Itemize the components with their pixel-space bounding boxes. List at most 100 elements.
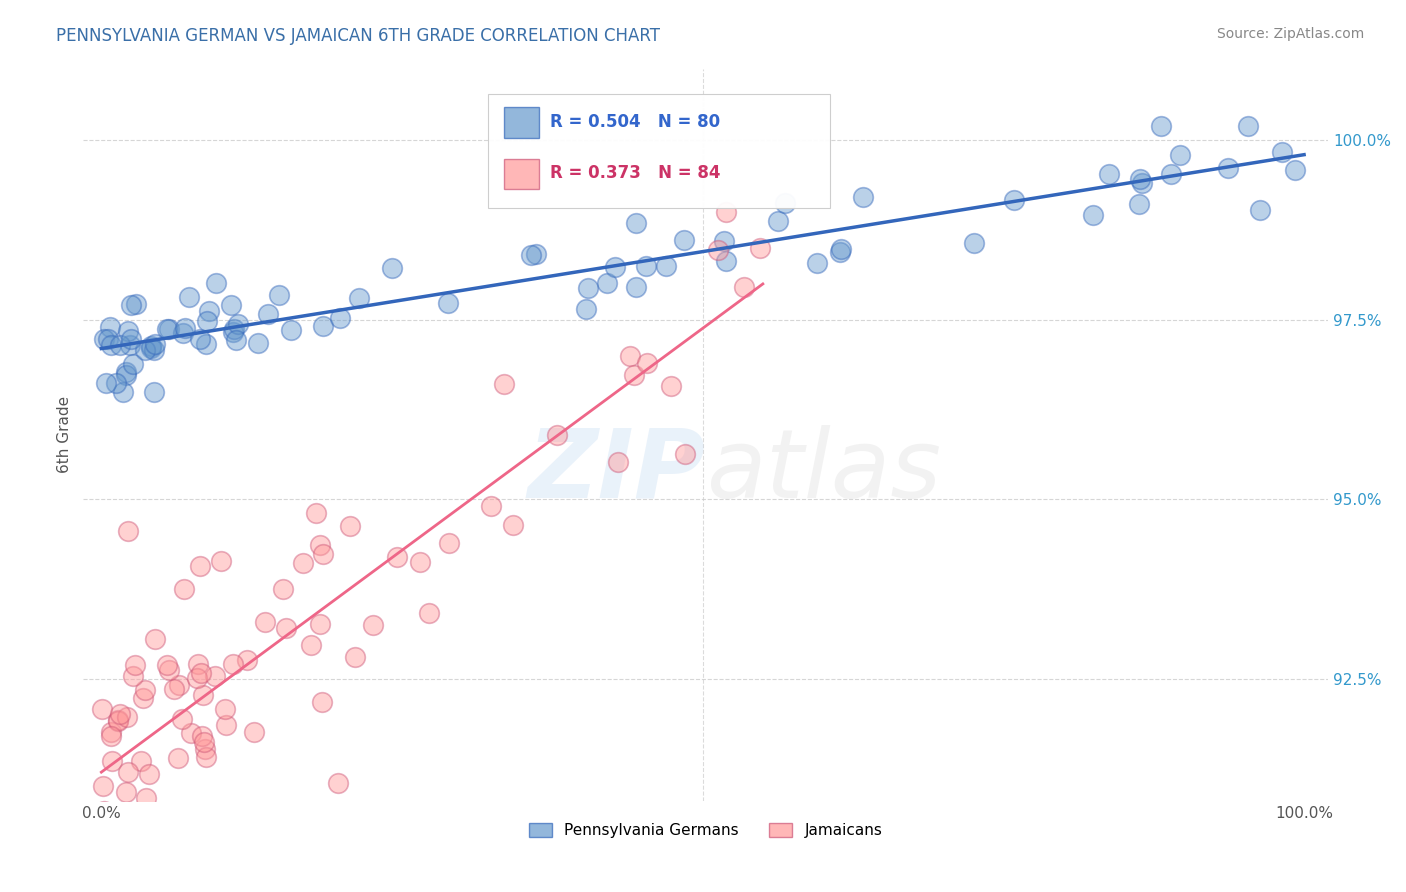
Point [304,506,326,520]
Point [343,649,366,664]
Point [172,712,194,726]
Point [195,749,218,764]
Point [409,555,432,569]
Point [100,725,122,739]
Point [329,311,352,326]
Point [91,702,114,716]
Point [141,339,163,353]
Point [107,714,129,728]
Point [502,517,524,532]
Point [117,709,139,723]
Point [124,657,146,672]
Point [214,702,236,716]
Point [253,615,276,629]
Point [222,657,245,671]
Point [120,332,142,346]
Point [157,322,180,336]
Point [122,357,145,371]
Point [173,582,195,597]
Point [273,582,295,596]
Point [1128,197,1150,211]
Point [733,279,755,293]
Point [1097,167,1119,181]
Point [1129,171,1152,186]
Point [222,322,245,336]
Point [309,538,332,552]
Point [188,559,211,574]
Point [773,196,796,211]
Point [225,333,247,347]
Legend: Pennsylvania Germans, Jamaicans: Pennsylvania Germans, Jamaicans [523,817,889,845]
Point [100,729,122,743]
Point [128,815,150,830]
Point [636,356,658,370]
Point [661,379,683,393]
Point [107,713,129,727]
Text: R = 0.373   N = 84: R = 0.373 N = 84 [550,164,721,182]
Point [120,338,142,352]
Point [339,519,361,533]
Text: ZIP: ZIP [527,425,706,518]
Point [607,455,630,469]
Text: atlas: atlas [706,425,941,518]
Point [1271,145,1294,159]
Point [93,804,115,818]
Point [96,376,118,391]
Point [194,742,217,756]
Point [312,318,335,333]
Point [93,332,115,346]
Point [90,805,112,820]
Point [188,332,211,346]
Text: R = 0.504   N = 80: R = 0.504 N = 80 [550,113,720,131]
Point [299,638,322,652]
Point [215,717,238,731]
Point [714,205,737,219]
Point [418,606,440,620]
Point [136,813,159,827]
Point [134,682,156,697]
Point [167,750,190,764]
Point [163,681,186,696]
Point [194,337,217,351]
Point [138,767,160,781]
Point [108,706,131,721]
Point [1218,161,1240,175]
Point [603,260,626,274]
Point [673,233,696,247]
Point [135,791,157,805]
Point [111,815,134,830]
Point [828,245,851,260]
Point [830,242,852,256]
Point [309,617,332,632]
Point [204,669,226,683]
Point [236,653,259,667]
Point [120,297,142,311]
Point [142,384,165,399]
Point [596,277,619,291]
Point [1236,119,1258,133]
Point [122,669,145,683]
Point [387,549,409,564]
Point [191,688,214,702]
Point [576,281,599,295]
Point [197,303,219,318]
Point [619,349,641,363]
Point [1130,176,1153,190]
Point [546,428,568,442]
Point [436,296,458,310]
Point [157,663,180,677]
Point [186,671,208,685]
Point [172,326,194,341]
Point [1284,163,1306,178]
Text: PENNSYLVANIA GERMAN VS JAMAICAN 6TH GRADE CORRELATION CHART: PENNSYLVANIA GERMAN VS JAMAICAN 6TH GRAD… [56,27,661,45]
Text: Source: ZipAtlas.com: Source: ZipAtlas.com [1216,27,1364,41]
Point [673,446,696,460]
Point [117,524,139,539]
Point [713,234,735,248]
Point [636,259,658,273]
FancyBboxPatch shape [488,95,830,208]
Point [1170,147,1192,161]
Point [155,657,177,672]
Point [169,678,191,692]
Point [311,695,333,709]
